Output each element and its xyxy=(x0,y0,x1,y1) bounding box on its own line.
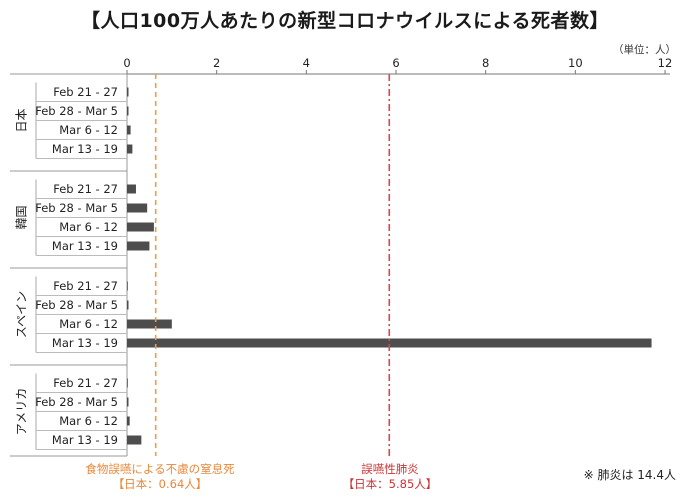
pneumonia-reference-value: 【日本：5.85人】 xyxy=(342,477,438,491)
bar xyxy=(127,300,129,310)
category-label: Feb 28 - Mar 5 xyxy=(35,395,118,409)
bar xyxy=(127,125,131,135)
bar xyxy=(127,435,142,445)
bar xyxy=(127,281,128,291)
group-label: 日本 xyxy=(15,108,29,132)
category-label: Feb 28 - Mar 5 xyxy=(35,201,118,215)
category-label: Feb 21 - 27 xyxy=(53,182,118,196)
category-label: Mar 6 - 12 xyxy=(59,414,118,428)
category-label: Mar 6 - 12 xyxy=(59,317,118,331)
group-label: アメリカ xyxy=(15,388,29,435)
bar xyxy=(127,203,148,213)
bar xyxy=(127,416,130,426)
category-label: Feb 21 - 27 xyxy=(53,85,118,99)
bar xyxy=(127,222,154,232)
pneumonia-reference-note: 誤嚥性肺炎 【日本：5.85人】 xyxy=(300,462,480,492)
category-label: Mar 13 - 19 xyxy=(52,433,118,447)
category-label: Feb 28 - Mar 5 xyxy=(35,298,118,312)
x-tick-label: 2 xyxy=(213,56,220,70)
group-label: 韓国 xyxy=(15,205,29,229)
x-tick-label: 8 xyxy=(482,56,489,70)
category-label: Mar 6 - 12 xyxy=(59,123,118,137)
bar xyxy=(127,184,136,194)
bar xyxy=(127,319,172,329)
bar xyxy=(127,397,129,407)
bar xyxy=(127,106,129,116)
group-label: スペイン xyxy=(15,291,29,338)
category-label: Mar 6 - 12 xyxy=(59,220,118,234)
choking-reference-label: 食物誤嚥による不慮の窒息死 xyxy=(85,462,235,476)
unit-label: （単位：人） xyxy=(613,44,676,56)
chart-title: 【人口100万人あたりの新型コロナウイルスによる死者数】 xyxy=(80,10,610,32)
pneumonia-reference-label: 誤嚥性肺炎 xyxy=(361,462,419,476)
category-label: Feb 28 - Mar 5 xyxy=(35,104,118,118)
bar xyxy=(127,378,128,388)
x-tick-label: 6 xyxy=(392,56,399,70)
category-label: Mar 13 - 19 xyxy=(52,239,118,253)
x-tick-label: 12 xyxy=(658,56,673,70)
choking-reference-note: 食物誤嚥による不慮の窒息死 【日本：0.64人】 xyxy=(55,462,265,492)
x-tick-label: 4 xyxy=(303,56,310,70)
category-label: Mar 13 - 19 xyxy=(52,142,118,156)
category-label: Mar 13 - 19 xyxy=(52,336,118,350)
bar xyxy=(127,338,652,348)
bar xyxy=(127,241,150,251)
pneumonia-footnote: ※ 肺炎は 14.4人 xyxy=(583,468,676,482)
category-label: Feb 21 - 27 xyxy=(53,376,118,390)
bar xyxy=(127,87,129,97)
category-label: Feb 21 - 27 xyxy=(53,279,118,293)
x-tick-label: 10 xyxy=(568,56,583,70)
bar xyxy=(127,144,133,154)
x-tick-label: 0 xyxy=(123,56,130,70)
choking-reference-value: 【日本：0.64人】 xyxy=(112,477,208,491)
